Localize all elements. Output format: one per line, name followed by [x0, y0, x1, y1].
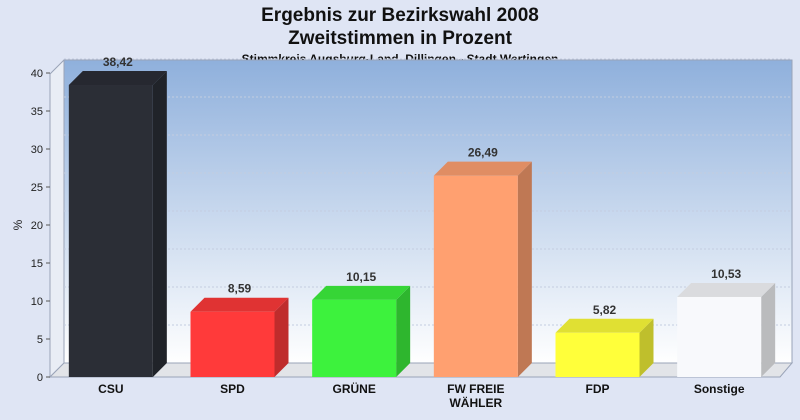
bar-side — [396, 285, 411, 377]
x-tick-label: CSU — [98, 382, 123, 396]
y-tick-label: 35 — [31, 106, 43, 118]
bar — [190, 297, 289, 377]
bar-side — [639, 318, 654, 377]
bar-side — [274, 297, 289, 377]
bar-front — [677, 296, 762, 377]
value-label: 38,42 — [103, 55, 133, 69]
bar-top — [555, 318, 654, 333]
bar-front — [312, 299, 397, 377]
bar — [555, 318, 654, 377]
value-label: 8,59 — [228, 282, 252, 296]
bar-front — [555, 332, 640, 377]
x-tick-label: FDP — [586, 382, 610, 396]
plot-left-wall — [49, 58, 65, 379]
bar-top — [312, 285, 411, 300]
chart-title: Ergebnis zur Bezirkswahl 2008 — [261, 5, 539, 26]
x-tick-label: WÄHLER — [449, 395, 502, 410]
bar-top — [190, 297, 289, 312]
y-tick-label: 25 — [31, 182, 43, 194]
y-tick-label: 10 — [31, 296, 43, 308]
bar-side — [152, 71, 167, 378]
y-tick-label: 30 — [31, 144, 43, 156]
bar-top — [677, 282, 776, 297]
bar-top — [68, 71, 167, 86]
y-tick-label: 40 — [31, 68, 43, 80]
x-tick-label: SPD — [220, 382, 245, 396]
bar-side — [517, 161, 532, 377]
bar-top — [433, 161, 532, 176]
bar-front — [433, 175, 518, 377]
bar-side — [761, 282, 776, 377]
value-label: 10,15 — [346, 270, 376, 284]
value-label: 10,53 — [711, 267, 741, 281]
bar — [312, 285, 411, 377]
y-tick-label: 5 — [37, 334, 43, 346]
value-label: 5,82 — [593, 303, 617, 317]
x-tick-label: FW FREIE — [447, 382, 504, 396]
bar — [677, 282, 776, 377]
x-tick-label: Sonstige — [694, 382, 745, 396]
y-tick-label: 20 — [31, 220, 43, 232]
y-tick-label: 15 — [31, 258, 43, 270]
value-label: 26,49 — [468, 146, 498, 160]
bar-front — [68, 85, 153, 378]
x-tick-label: GRÜNE — [332, 381, 375, 396]
bar — [433, 161, 532, 377]
chart-subtitle: Zweitstimmen in Prozent — [288, 28, 512, 49]
bar-front — [190, 311, 275, 377]
bar — [68, 71, 167, 378]
y-axis-label: % — [11, 219, 25, 230]
y-tick-label: 0 — [37, 372, 43, 384]
